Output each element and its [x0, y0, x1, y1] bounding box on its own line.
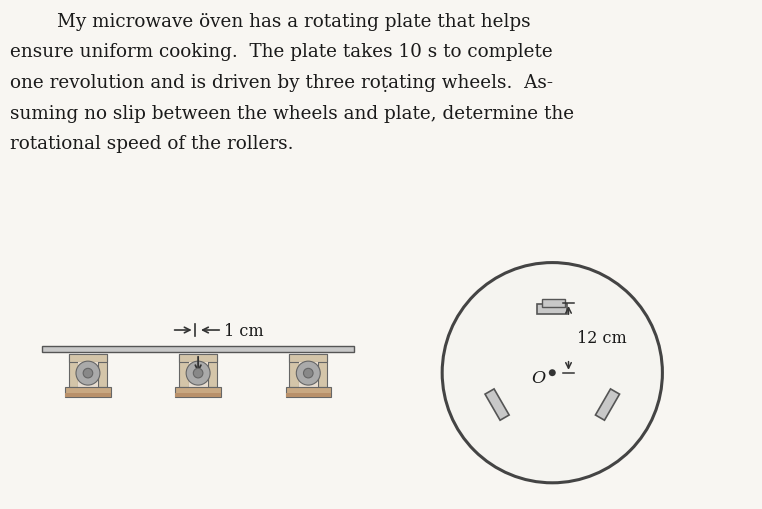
Bar	[542, 299, 565, 307]
Bar	[318, 354, 328, 388]
Bar	[179, 354, 188, 388]
Polygon shape	[595, 389, 620, 420]
Bar	[66, 388, 110, 398]
Polygon shape	[537, 304, 568, 315]
Bar	[208, 354, 217, 388]
Circle shape	[303, 369, 313, 378]
Bar	[43, 346, 354, 352]
Text: 1 cm: 1 cm	[225, 322, 264, 339]
Bar	[289, 354, 328, 362]
Bar	[188, 362, 208, 388]
Bar	[98, 354, 107, 388]
Bar	[69, 354, 78, 388]
Bar	[66, 393, 110, 398]
Bar	[78, 362, 98, 388]
Text: suming no slip between the wheels and plate, determine the: suming no slip between the wheels and pl…	[10, 104, 574, 122]
Bar	[175, 393, 221, 398]
Bar	[299, 362, 318, 388]
Polygon shape	[485, 389, 509, 420]
Text: 12 cm: 12 cm	[577, 330, 626, 347]
Bar	[289, 354, 299, 388]
Circle shape	[549, 370, 555, 377]
Circle shape	[296, 361, 320, 385]
Text: ensure uniform cooking.  The plate takes 10 s to complete: ensure uniform cooking. The plate takes …	[10, 43, 552, 61]
Circle shape	[194, 369, 203, 378]
Text: O: O	[531, 369, 546, 386]
Circle shape	[83, 369, 93, 378]
Circle shape	[76, 361, 100, 385]
Circle shape	[186, 361, 210, 385]
Bar	[286, 393, 331, 398]
Bar	[69, 354, 107, 362]
Circle shape	[442, 263, 662, 483]
Bar	[179, 354, 217, 362]
Bar	[175, 388, 221, 398]
Bar	[286, 388, 331, 398]
Text: rotational speed of the rollers.: rotational speed of the rollers.	[10, 135, 293, 153]
Text: one revolution and is driven by three roṭating wheels.  As-: one revolution and is driven by three ro…	[10, 74, 553, 92]
Text: My microwave öven has a rotating plate that helps: My microwave öven has a rotating plate t…	[10, 13, 530, 31]
